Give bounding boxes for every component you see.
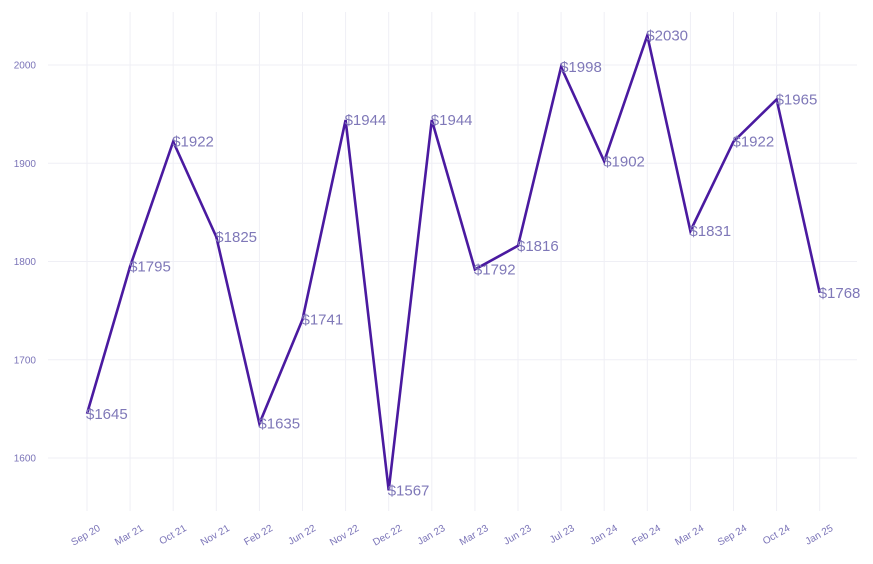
data-label: $1944	[345, 112, 387, 129]
data-label: $2030	[646, 28, 688, 45]
x-tick-label: Sep 20	[70, 523, 103, 549]
x-tick-label: Mar 24	[673, 523, 706, 548]
x-tick-label: Dec 22	[371, 523, 404, 549]
x-tick-label: Feb 24	[630, 523, 663, 548]
data-label: $1998	[560, 59, 602, 76]
x-tick-label: Oct 24	[761, 523, 792, 547]
x-tick-label: Nov 21	[199, 523, 232, 549]
y-axis-tick-labels: 1600 1700 1800 1900 2000	[14, 61, 37, 465]
x-tick-label: Mar 23	[458, 523, 491, 548]
x-tick-label: Oct 21	[158, 523, 189, 547]
data-label: $1635	[258, 416, 300, 433]
data-label: $1922	[172, 134, 214, 151]
data-label: $1944	[431, 112, 473, 129]
data-label: $1825	[215, 229, 257, 246]
y-tick-label: 1600	[14, 454, 37, 465]
data-label: $1965	[776, 91, 818, 108]
data-label: $1645	[86, 406, 128, 423]
x-tick-label: Jun 23	[502, 523, 534, 548]
data-label: $1567	[388, 482, 430, 499]
x-tick-label: Jun 22	[286, 523, 318, 548]
data-label: $1922	[733, 134, 775, 151]
data-label: $1816	[517, 238, 559, 255]
x-tick-label: Jul 23	[548, 523, 577, 546]
x-tick-label: Feb 22	[242, 523, 275, 548]
y-tick-label: 1900	[14, 159, 37, 170]
y-tick-label: 2000	[14, 61, 37, 72]
x-tick-label: Jan 25	[804, 523, 836, 548]
data-label: $1792	[474, 261, 516, 278]
data-labels: $1645 $1795 $1922 $1825 $1635 $1741 $1944 $1567…	[86, 28, 860, 500]
data-label: $1768	[819, 285, 861, 302]
x-tick-label: Sep 24	[716, 523, 749, 549]
x-tick-label: Mar 21	[113, 523, 146, 548]
data-label: $1795	[129, 258, 171, 275]
series-line	[85, 30, 821, 491]
data-label: $1831	[689, 223, 731, 240]
x-tick-label: Nov 22	[328, 523, 361, 549]
x-tick-label: Jan 23	[416, 523, 448, 548]
y-tick-label: 1700	[14, 355, 37, 366]
data-label: $1741	[302, 311, 344, 328]
data-label: $1902	[603, 153, 645, 170]
x-axis-tick-labels: Sep 20 Mar 21 Oct 21 Nov 21 Feb 22 Jun 22 Nov …	[70, 523, 836, 549]
x-tick-label: Jan 24	[588, 523, 620, 548]
y-tick-label: 1800	[14, 257, 37, 268]
